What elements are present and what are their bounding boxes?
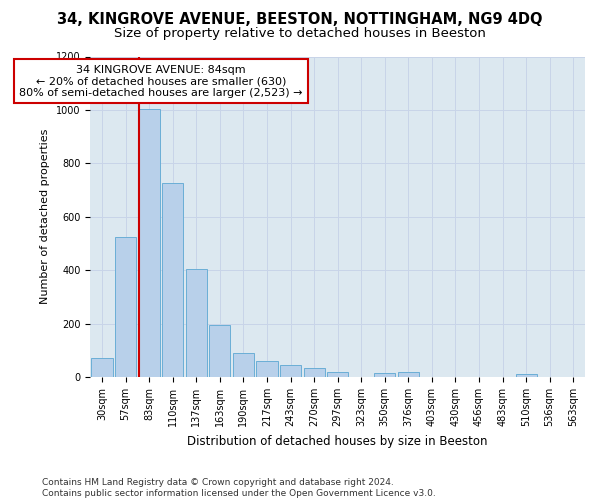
Y-axis label: Number of detached properties: Number of detached properties: [40, 129, 50, 304]
Bar: [256, 361, 278, 377]
Bar: [91, 358, 113, 377]
Text: 34 KINGROVE AVENUE: 84sqm
← 20% of detached houses are smaller (630)
80% of semi: 34 KINGROVE AVENUE: 84sqm ← 20% of detac…: [19, 64, 303, 98]
X-axis label: Distribution of detached houses by size in Beeston: Distribution of detached houses by size …: [187, 434, 488, 448]
Text: Size of property relative to detached houses in Beeston: Size of property relative to detached ho…: [114, 28, 486, 40]
Bar: [233, 353, 254, 377]
Bar: [327, 372, 348, 377]
Bar: [515, 374, 537, 377]
Bar: [280, 365, 301, 377]
Bar: [374, 373, 395, 377]
Bar: [115, 237, 136, 377]
Bar: [398, 372, 419, 377]
Bar: [209, 325, 230, 377]
Bar: [186, 269, 207, 377]
Text: Contains HM Land Registry data © Crown copyright and database right 2024.
Contai: Contains HM Land Registry data © Crown c…: [42, 478, 436, 498]
Bar: [139, 108, 160, 377]
Bar: [162, 184, 184, 377]
Bar: [304, 368, 325, 377]
Text: 34, KINGROVE AVENUE, BEESTON, NOTTINGHAM, NG9 4DQ: 34, KINGROVE AVENUE, BEESTON, NOTTINGHAM…: [57, 12, 543, 28]
